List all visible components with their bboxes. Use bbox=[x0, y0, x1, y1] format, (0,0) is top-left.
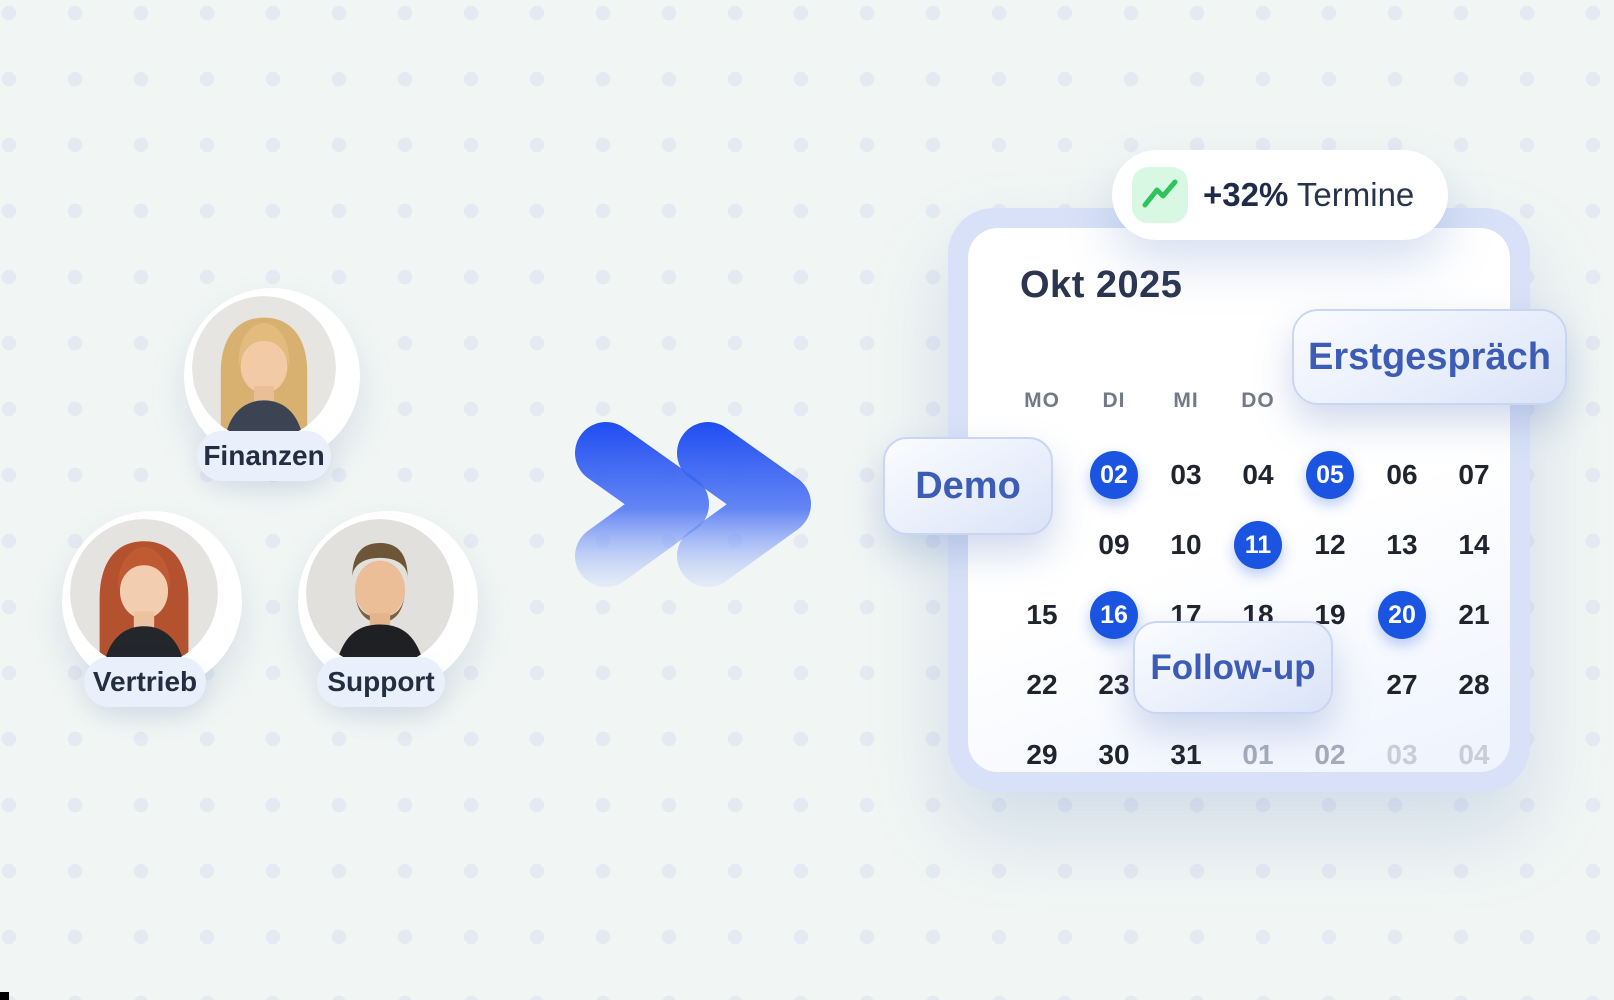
corner-mark bbox=[0, 992, 9, 1000]
calendar-day-16[interactable]: 16 bbox=[1078, 580, 1150, 650]
stat-value: +32% bbox=[1203, 176, 1289, 213]
calendar-day-07[interactable]: 07 bbox=[1458, 459, 1490, 490]
stat-label: Termine bbox=[1288, 176, 1415, 213]
team-label-finanzen: Finanzen bbox=[197, 431, 331, 481]
calendar-date-grid: 02 03 04 05 06 07 09 10 11 12 13 14 15 16 17 18 19 20 21 22… bbox=[1006, 440, 1510, 790]
event-day-circle-05: 05 bbox=[1306, 451, 1354, 499]
avatar-photo-woman-blonde-icon bbox=[192, 296, 336, 440]
calendar-day-12[interactable]: 12 bbox=[1314, 529, 1346, 560]
event-badge-erstgespraech[interactable]: Erstgespräch bbox=[1292, 309, 1567, 405]
calendar-day-06[interactable]: 06 bbox=[1386, 459, 1418, 490]
calendar-day-23[interactable]: 23 bbox=[1098, 669, 1130, 700]
calendar-day-30[interactable]: 30 bbox=[1098, 739, 1130, 770]
team-label-finanzen-text: Finanzen bbox=[203, 440, 325, 471]
team-label-support: Support bbox=[317, 657, 445, 707]
calendar-day-09[interactable]: 09 bbox=[1098, 529, 1130, 560]
calendar-day-03[interactable]: 03 bbox=[1170, 459, 1202, 490]
calendar-day-22[interactable]: 22 bbox=[1026, 669, 1058, 700]
day-header-di: DI bbox=[1102, 389, 1126, 412]
trend-up-icon bbox=[1132, 167, 1188, 223]
calendar-day-31[interactable]: 31 bbox=[1170, 739, 1202, 770]
calendar-day-20[interactable]: 20 bbox=[1366, 580, 1438, 650]
calendar-day-02[interactable]: 02 bbox=[1314, 739, 1346, 770]
calendar-day-05[interactable]: 05 bbox=[1294, 440, 1366, 510]
day-header-mo: MO bbox=[1024, 389, 1060, 412]
calendar-day-29[interactable]: 29 bbox=[1026, 739, 1058, 770]
event-badge-demo[interactable]: Demo bbox=[883, 437, 1053, 535]
calendar-day-14[interactable]: 14 bbox=[1458, 529, 1490, 560]
double-chevron-right-icon bbox=[575, 422, 811, 587]
calendar-day-27[interactable]: 27 bbox=[1386, 669, 1418, 700]
event-day-circle-16: 16 bbox=[1090, 591, 1138, 639]
team-label-vertrieb: Vertrieb bbox=[84, 657, 206, 707]
calendar-day-10[interactable]: 10 bbox=[1170, 529, 1202, 560]
calendar-day-header-row: MO DI MI DO bbox=[1006, 388, 1510, 414]
calendar-day-13[interactable]: 13 bbox=[1386, 529, 1418, 560]
calendar-day-28[interactable]: 28 bbox=[1458, 669, 1490, 700]
calendar-title: Okt 2025 bbox=[1020, 264, 1183, 306]
calendar-day-21[interactable]: 21 bbox=[1458, 599, 1490, 630]
calendar-day-11[interactable]: 11 bbox=[1222, 510, 1294, 580]
event-day-circle-02: 02 bbox=[1090, 451, 1138, 499]
avatar-photo-woman-redhead-icon bbox=[70, 519, 218, 667]
avatar-finanzen bbox=[184, 288, 360, 464]
calendar-day-01[interactable]: 01 bbox=[1242, 739, 1274, 770]
team-label-vertrieb-text: Vertrieb bbox=[92, 666, 198, 697]
stat-badge-text: +32% Termine bbox=[1203, 176, 1414, 214]
calendar-day-04[interactable]: 04 bbox=[1458, 739, 1490, 770]
event-badge-demo-text: Demo bbox=[915, 464, 1021, 507]
event-day-circle-11: 11 bbox=[1234, 521, 1282, 569]
team-label-support-text: Support bbox=[327, 666, 435, 697]
stat-badge-termine: +32% Termine bbox=[1112, 150, 1448, 240]
event-badge-erstgespraech-text: Erstgespräch bbox=[1308, 335, 1551, 378]
day-header-mi: MI bbox=[1173, 389, 1199, 412]
event-badge-followup[interactable]: Follow-up bbox=[1133, 621, 1333, 714]
calendar-day-04[interactable]: 04 bbox=[1242, 459, 1274, 490]
calendar-day-02[interactable]: 02 bbox=[1078, 440, 1150, 510]
event-day-circle-20: 20 bbox=[1378, 591, 1426, 639]
avatar-photo-man-beard-icon bbox=[306, 519, 454, 667]
calendar-day-15[interactable]: 15 bbox=[1026, 599, 1058, 630]
day-header-do: DO bbox=[1241, 389, 1275, 412]
event-badge-followup-text: Follow-up bbox=[1150, 647, 1316, 687]
calendar-day-03[interactable]: 03 bbox=[1386, 739, 1418, 770]
